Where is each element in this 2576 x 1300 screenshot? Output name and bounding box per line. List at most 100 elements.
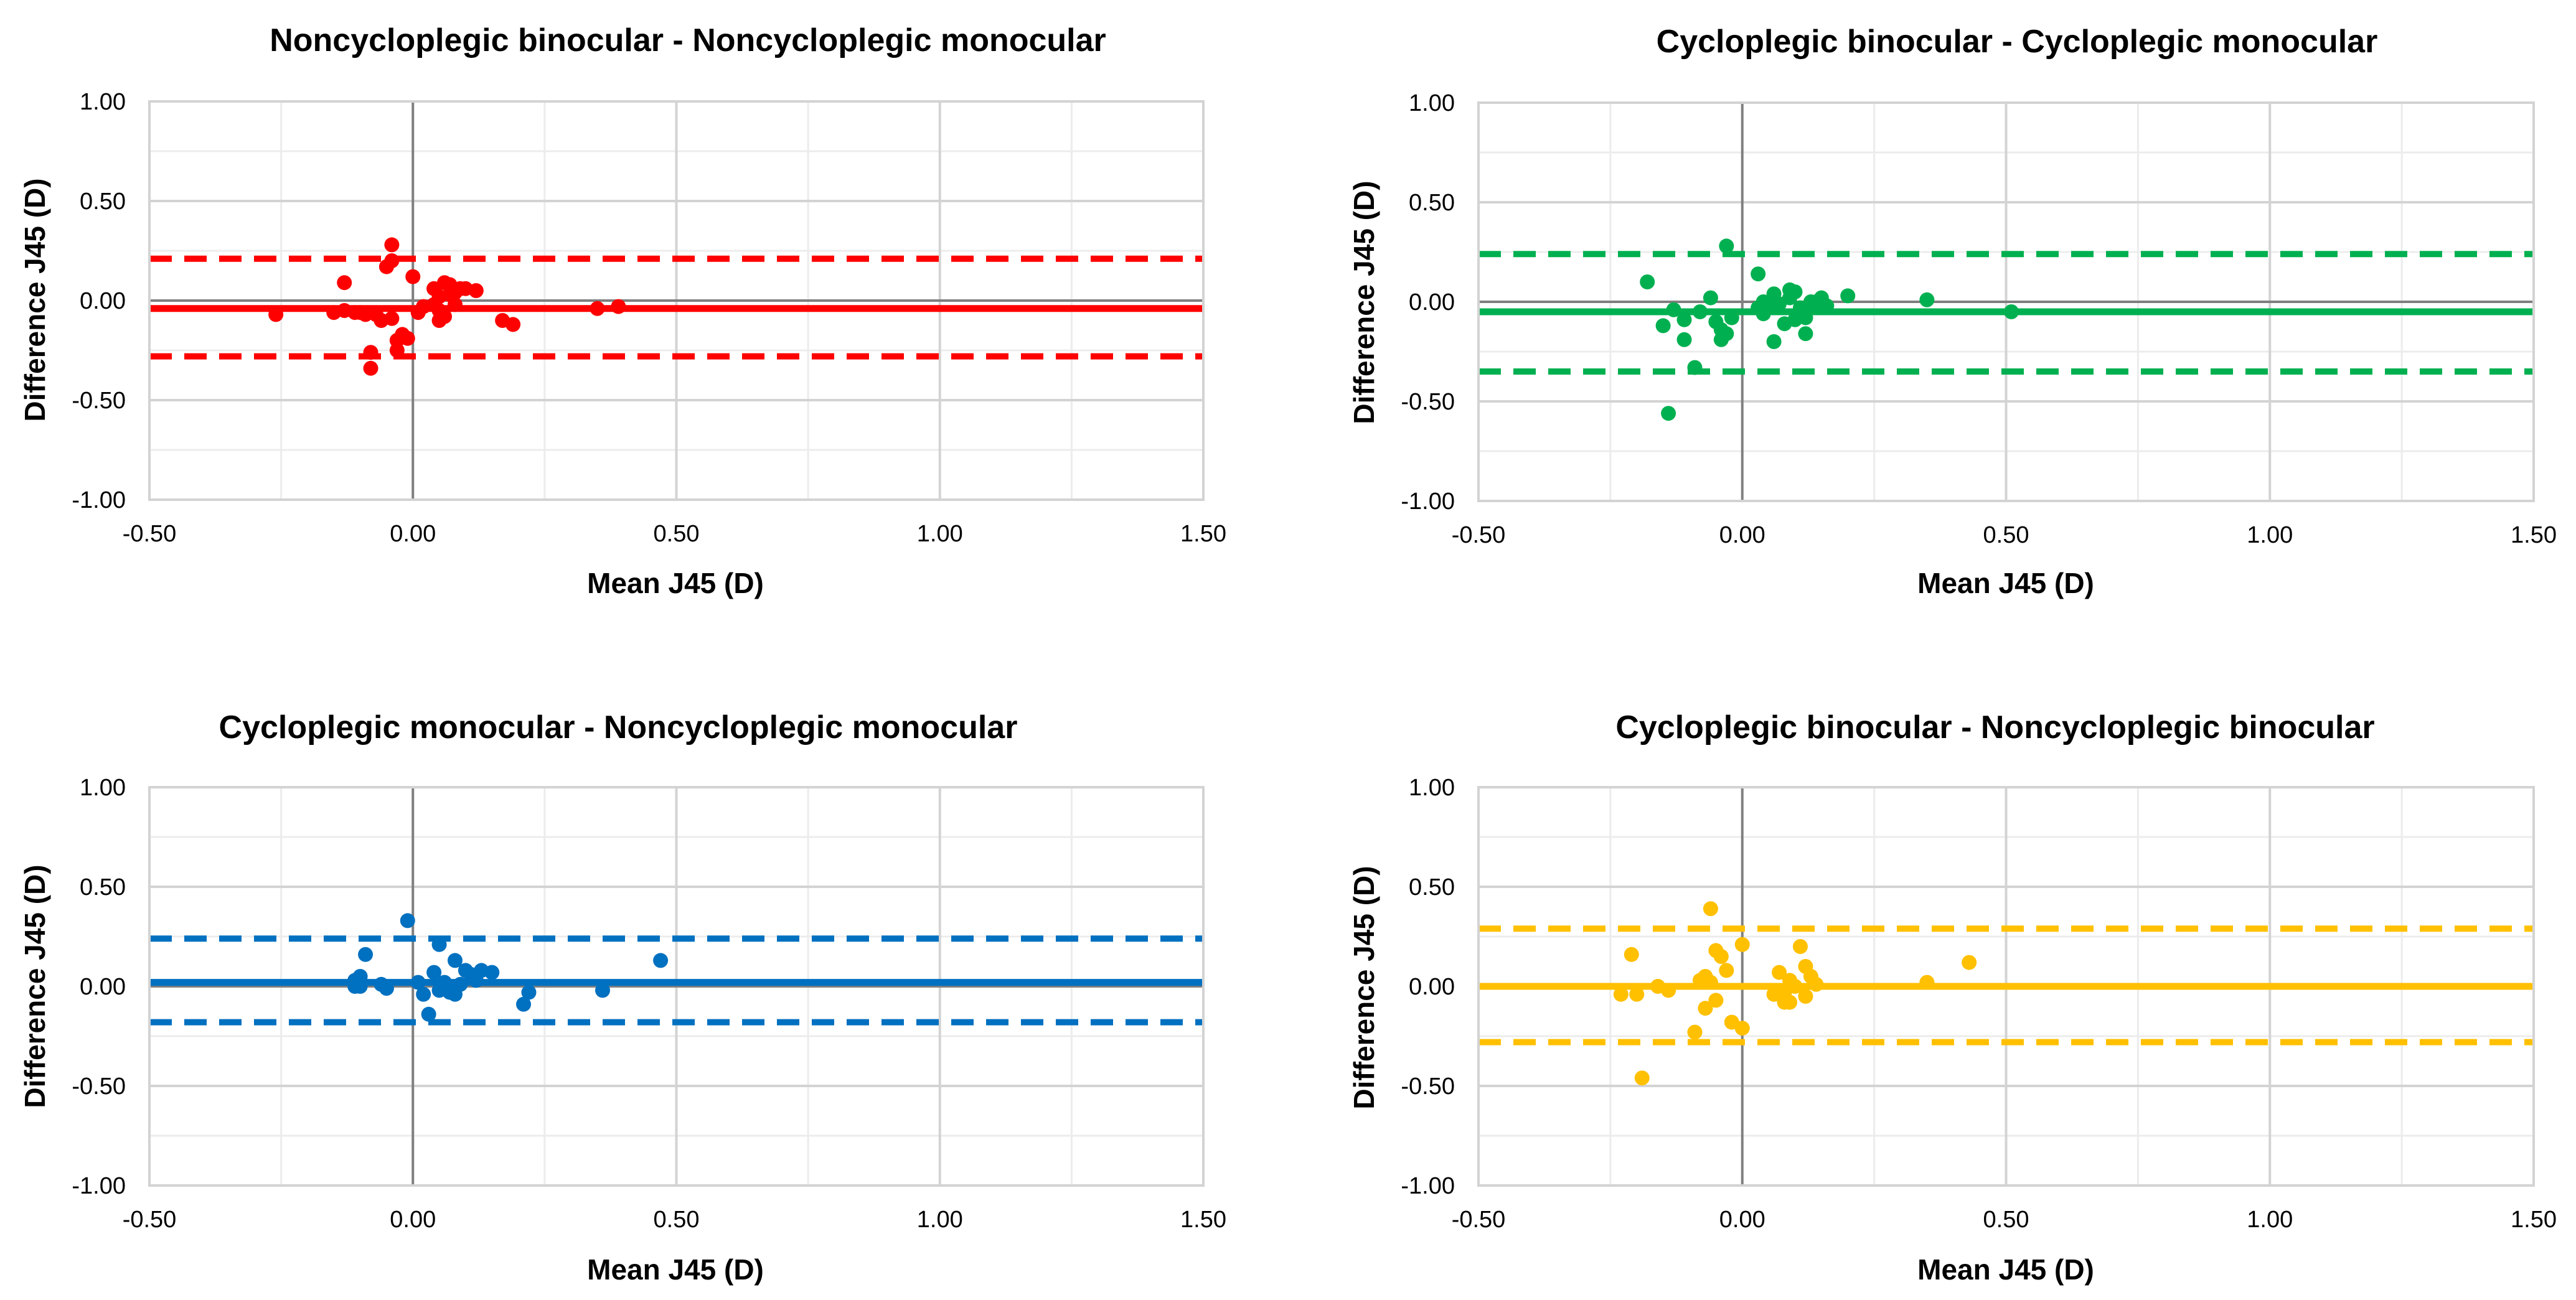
data-point (2003, 304, 2019, 319)
data-point (1676, 332, 1692, 347)
data-point (431, 937, 447, 952)
x-tick-label: 1.00 (2247, 522, 2293, 548)
data-point (378, 981, 394, 996)
chart-title: Noncycloplegic binocular - Noncycloplegi… (270, 22, 1106, 58)
x-axis-title: Mean J45 (D) (587, 567, 764, 599)
data-point (1719, 963, 1734, 978)
plot-border (148, 786, 1205, 1187)
data-point (421, 1006, 436, 1022)
data-point (453, 976, 468, 992)
data-point (521, 984, 537, 1000)
data-point (1840, 288, 1856, 304)
x-tick-label: 1.50 (1180, 1207, 1226, 1233)
data-point (590, 301, 605, 316)
y-tick-label: -0.50 (1401, 389, 1455, 415)
chart-panel-1: Noncycloplegic binocular - Noncycloplegi… (19, 22, 1226, 599)
data-point (1819, 298, 1835, 314)
y-axis-title: Difference J45 (D) (19, 864, 51, 1108)
data-point (410, 975, 426, 990)
y-tick-label: 1.00 (1409, 775, 1455, 801)
x-tick-label: 1.50 (1180, 521, 1226, 547)
data-point (1734, 937, 1750, 952)
y-axis-title: Difference J45 (D) (1348, 866, 1380, 1109)
data-point (1676, 312, 1692, 327)
data-point (1772, 965, 1787, 980)
data-point (1751, 266, 1766, 282)
data-point (268, 307, 284, 322)
data-point (1719, 238, 1734, 254)
data-point (447, 297, 463, 312)
x-tick-label: 1.00 (917, 521, 963, 547)
data-point (405, 269, 421, 284)
plot-border (1477, 101, 2535, 502)
data-point (653, 953, 669, 968)
data-point (1919, 292, 1935, 307)
chart-panel-4: Cycloplegic binocular - Noncycloplegic b… (1348, 709, 2557, 1286)
x-tick-label: 0.00 (390, 1207, 436, 1233)
data-point (1787, 284, 1803, 299)
y-tick-label: 0.50 (80, 874, 126, 900)
x-tick-label: 0.00 (390, 521, 436, 547)
data-point (1698, 1001, 1713, 1016)
chart-title: Cycloplegic binocular - Cycloplegic mono… (1657, 24, 2378, 60)
data-point (1782, 994, 1798, 1010)
y-tick-label: -1.00 (1401, 1173, 1455, 1199)
data-point (1687, 1024, 1703, 1040)
data-point (1624, 947, 1639, 962)
data-point (1634, 1070, 1650, 1086)
x-tick-label: 1.50 (2511, 522, 2557, 548)
data-point (363, 360, 378, 376)
data-point (337, 275, 352, 291)
data-point (1787, 979, 1803, 994)
y-tick-label: 0.50 (1409, 190, 1455, 216)
x-tick-label: 1.00 (2247, 1207, 2293, 1233)
data-point (468, 283, 484, 298)
data-point (484, 965, 500, 980)
x-tick-label: 1.50 (2511, 1207, 2557, 1233)
data-point (384, 253, 400, 268)
y-tick-label: 0.50 (1409, 874, 1455, 900)
data-point (1808, 976, 1824, 992)
x-tick-label: 0.00 (1719, 1207, 1765, 1233)
y-tick-label: -0.50 (72, 1073, 126, 1100)
y-tick-label: 0.00 (80, 974, 126, 1000)
chart-title: Cycloplegic monocular - Noncycloplegic m… (219, 709, 1018, 746)
data-point (1703, 901, 1718, 917)
y-tick-label: 0.00 (1409, 974, 1455, 1000)
data-point (1640, 274, 1655, 289)
plot-area: -0.50 0.00 0.50 1.00 1.50 1.00 0.50 0.00 -0.50 -1… (72, 775, 1226, 1233)
x-axis-title: Mean J45 (D) (587, 1253, 764, 1286)
x-axis-title: Mean J45 (D) (1917, 567, 2094, 599)
data-point (1798, 310, 1813, 325)
y-tick-label: 0.50 (80, 189, 126, 215)
data-point (1703, 975, 1718, 990)
data-point (447, 953, 463, 968)
chart-panel-3: Cycloplegic monocular - Noncycloplegic m… (19, 709, 1226, 1286)
data-point (363, 345, 378, 360)
data-point (416, 986, 431, 1002)
data-point (400, 913, 415, 928)
y-tick-label: -1.00 (72, 487, 126, 513)
data-point (426, 965, 442, 980)
y-tick-label: 1.00 (1409, 90, 1455, 116)
x-tick-label: 1.00 (917, 1207, 963, 1233)
data-point (400, 330, 415, 346)
data-point (1687, 360, 1703, 375)
data-point (1798, 326, 1813, 342)
data-point (1919, 975, 1935, 990)
data-point (1692, 304, 1708, 319)
x-tick-label: 0.50 (1983, 522, 2029, 548)
data-point (1719, 326, 1734, 342)
y-tick-label: -1.00 (1401, 489, 1455, 515)
data-point (384, 311, 400, 326)
y-tick-label: -0.50 (1401, 1073, 1455, 1100)
data-point (384, 237, 400, 253)
data-point (1629, 986, 1645, 1002)
y-tick-label: 0.00 (1409, 289, 1455, 316)
data-point (1962, 955, 1977, 970)
data-point (389, 343, 405, 358)
data-point (358, 947, 374, 962)
data-point (1798, 989, 1813, 1004)
y-axis-title: Difference J45 (D) (19, 178, 51, 421)
